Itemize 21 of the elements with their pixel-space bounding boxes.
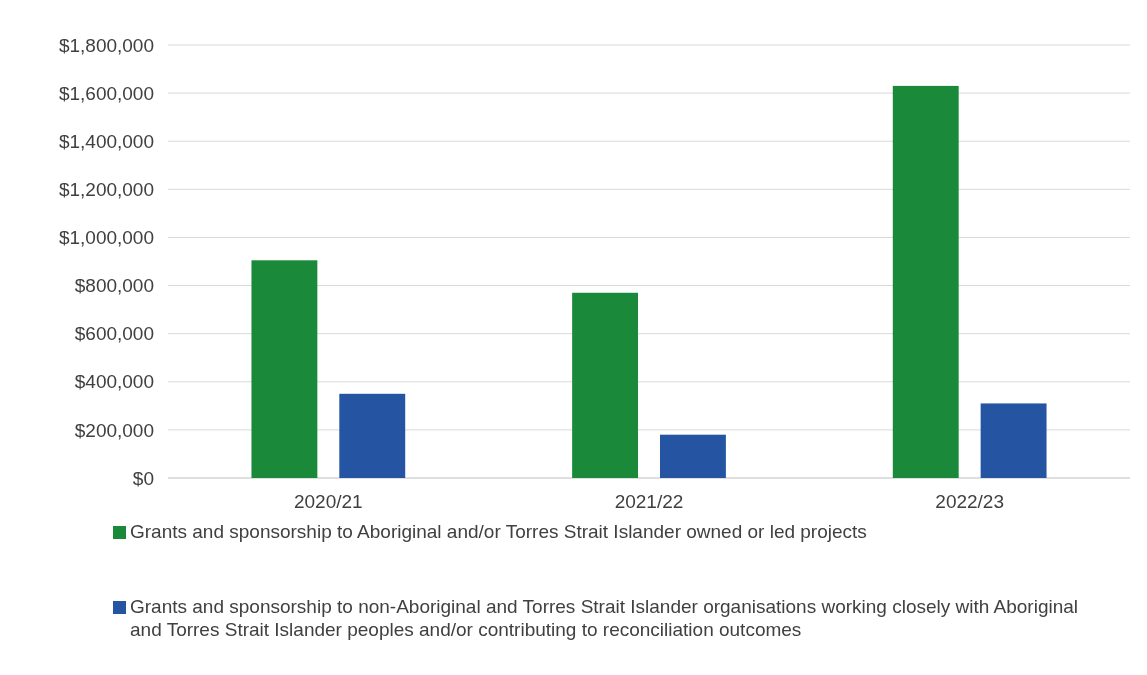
legend-label: Grants and sponsorship to non-Aboriginal and Torres Strait Islander organisations working closely with Aboriginal and Torres Strait Islander peoples and/or contributing to reconciliation outcomes <box>130 596 1079 640</box>
y-tick-label: $1,600,000 <box>58 82 154 104</box>
bar <box>572 292 639 478</box>
y-tick-label: $200,000 <box>74 419 154 441</box>
bar <box>251 260 318 478</box>
y-tick-label: $400,000 <box>74 371 154 393</box>
y-tick-label: $1,000,000 <box>58 227 154 249</box>
bar <box>892 85 959 478</box>
x-tick-label: 2020/21 <box>293 491 363 512</box>
y-tick-label: $600,000 <box>74 323 154 345</box>
bar <box>339 393 406 478</box>
y-tick-label: $1,400,000 <box>58 130 154 152</box>
bar <box>980 403 1047 478</box>
legend-label: Grants and sponsorship to Aboriginal and/or Torres Strait Islander owned or led projects <box>130 521 867 542</box>
y-tick-label: $1,800,000 <box>58 34 154 56</box>
y-tick-label: $1,200,000 <box>58 178 154 200</box>
y-tick-label: $800,000 <box>74 275 154 297</box>
y-tick-label: $0 <box>132 467 154 489</box>
bar <box>659 434 726 478</box>
x-tick-label: 2021/22 <box>614 491 684 512</box>
x-tick-label: 2022/23 <box>935 491 1005 512</box>
